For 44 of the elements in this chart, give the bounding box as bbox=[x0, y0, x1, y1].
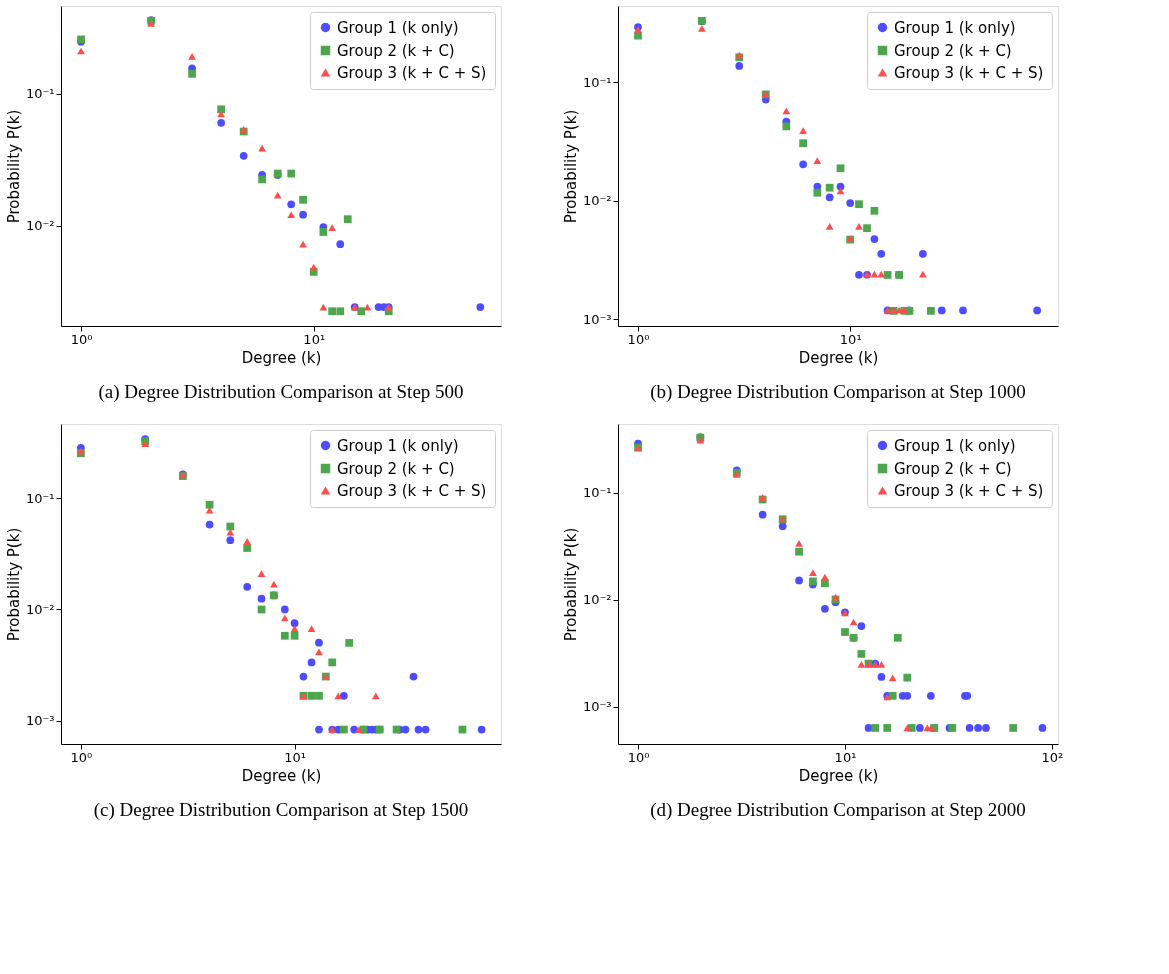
x-tick-label: 10¹ bbox=[303, 331, 326, 347]
legend-label: Group 2 (k + C) bbox=[894, 41, 1012, 60]
legend-label: Group 1 (k only) bbox=[894, 18, 1016, 37]
y-tick-label: 10⁻² bbox=[25, 601, 55, 617]
x-tick-label: 10¹ bbox=[834, 749, 857, 765]
x-axis-title: Degree (k) bbox=[798, 348, 879, 367]
x-axis-title: Degree (k) bbox=[241, 348, 322, 367]
text: (b) Degree Distribution Comparison at Step 1000 bbox=[650, 381, 1026, 403]
legend-label: Group 2 (k + C) bbox=[337, 41, 455, 60]
y-tick-label: 10⁻¹ bbox=[25, 490, 55, 506]
x-tick-label: 10¹ bbox=[839, 331, 862, 347]
x-tick-label: 10⁰ bbox=[70, 331, 93, 347]
text: (d) Degree Distribution Comparison at Step 2000 bbox=[650, 799, 1026, 821]
legend-label: Group 1 (k only) bbox=[337, 436, 459, 455]
x-tick-label: 10⁰ bbox=[627, 749, 650, 765]
y-axis-title: Probability P(k) bbox=[4, 527, 23, 642]
y-tick-label: 10⁻¹ bbox=[582, 74, 612, 90]
x-axis-title: Degree (k) bbox=[798, 766, 879, 785]
x-axis-title: Degree (k) bbox=[241, 766, 322, 785]
x-tick-label: 10⁰ bbox=[627, 331, 650, 347]
x-tick-label: 10⁰ bbox=[70, 749, 93, 765]
x-tick-label: 10¹ bbox=[284, 749, 306, 765]
y-tick-label: 10⁻² bbox=[582, 193, 612, 209]
legend-label: Group 3 (k + C + S) bbox=[894, 63, 1044, 82]
legend-label: Group 2 (k + C) bbox=[894, 459, 1012, 478]
legend-label: Group 2 (k + C) bbox=[337, 459, 455, 478]
y-tick-label: 10⁻¹ bbox=[25, 86, 55, 102]
legend-label: Group 1 (k only) bbox=[894, 436, 1016, 455]
legend-label: Group 3 (k + C + S) bbox=[894, 481, 1044, 500]
y-axis-title: Probability P(k) bbox=[561, 109, 580, 224]
legend-label: Group 3 (k + C + S) bbox=[337, 481, 487, 500]
y-tick-label: 10⁻³ bbox=[582, 311, 612, 327]
text: (a) Degree Distribution Comparison at Step 500 bbox=[98, 381, 464, 403]
y-axis-title: Probability P(k) bbox=[561, 527, 580, 642]
y-tick-label: 10⁻³ bbox=[582, 699, 612, 715]
y-axis-title: Probability P(k) bbox=[4, 109, 23, 224]
y-tick-label: 10⁻² bbox=[582, 592, 612, 608]
x-tick-label: 10² bbox=[1041, 749, 1064, 765]
y-tick-label: 10⁻¹ bbox=[582, 485, 612, 501]
legend-label: Group 1 (k only) bbox=[337, 18, 459, 37]
legend-label: Group 3 (k + C + S) bbox=[337, 63, 487, 82]
y-tick-label: 10⁻³ bbox=[25, 713, 55, 729]
text: (c) Degree Distribution Comparison at Step 1500 bbox=[93, 799, 469, 821]
y-tick-label: 10⁻² bbox=[25, 218, 55, 234]
